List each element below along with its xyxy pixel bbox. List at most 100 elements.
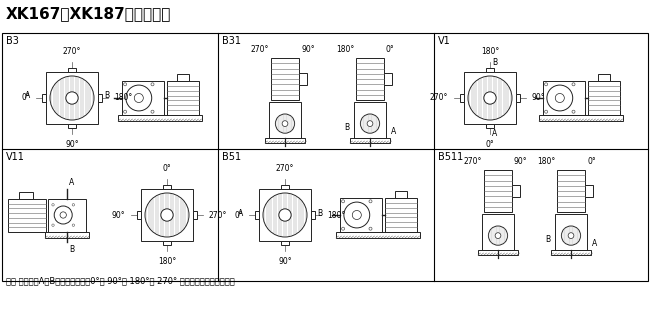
Circle shape	[52, 204, 54, 206]
Circle shape	[50, 76, 94, 120]
Circle shape	[276, 114, 294, 133]
Text: B511: B511	[438, 152, 463, 162]
Text: 270°: 270°	[276, 164, 294, 173]
Circle shape	[135, 94, 143, 103]
Text: 0°: 0°	[386, 45, 395, 54]
Text: 90°: 90°	[532, 94, 545, 103]
Text: 180°: 180°	[481, 47, 499, 56]
Text: 0°: 0°	[486, 140, 495, 149]
Text: 270°: 270°	[463, 157, 482, 166]
Text: B3: B3	[6, 36, 19, 46]
Bar	[340, 198, 382, 232]
Text: 0°: 0°	[587, 157, 596, 166]
Bar	[167, 81, 199, 115]
Bar	[543, 81, 585, 115]
Bar	[68, 124, 76, 128]
Text: 90°: 90°	[301, 45, 315, 54]
Text: 0°: 0°	[21, 94, 30, 103]
Bar	[557, 170, 585, 212]
Bar	[271, 58, 299, 100]
Circle shape	[468, 76, 512, 120]
Circle shape	[52, 224, 54, 226]
Circle shape	[60, 212, 66, 218]
Text: 270°: 270°	[430, 94, 448, 103]
Bar	[354, 102, 386, 138]
Bar	[486, 124, 494, 128]
Bar	[299, 73, 307, 85]
Text: 180°: 180°	[327, 211, 345, 220]
Text: 90°: 90°	[111, 211, 125, 220]
Bar	[464, 72, 516, 124]
Text: XK167、XK187安装方位：: XK167、XK187安装方位：	[6, 6, 172, 21]
Bar	[281, 185, 289, 189]
Bar	[281, 241, 289, 245]
Bar	[460, 94, 464, 102]
Circle shape	[282, 121, 288, 127]
Text: 270°: 270°	[251, 45, 269, 54]
Text: 270°: 270°	[209, 211, 228, 220]
Circle shape	[545, 83, 547, 86]
Bar	[395, 191, 407, 198]
Bar	[311, 211, 315, 219]
Circle shape	[124, 83, 127, 86]
Circle shape	[572, 83, 575, 86]
Bar	[350, 138, 390, 143]
Circle shape	[72, 204, 75, 206]
Text: A: A	[391, 127, 396, 136]
Bar	[588, 81, 620, 115]
Bar	[486, 68, 494, 72]
Circle shape	[342, 227, 345, 230]
Bar	[8, 199, 46, 232]
Circle shape	[151, 83, 154, 86]
Text: B: B	[492, 58, 497, 67]
Text: A: A	[25, 91, 30, 100]
Text: 180°: 180°	[537, 157, 555, 166]
Bar	[259, 189, 311, 241]
Circle shape	[568, 233, 574, 239]
Circle shape	[488, 226, 508, 245]
Bar	[482, 214, 514, 250]
Bar	[2, 33, 648, 281]
Circle shape	[279, 209, 291, 221]
Circle shape	[547, 85, 573, 111]
Text: B: B	[317, 208, 322, 217]
Circle shape	[367, 121, 373, 127]
Circle shape	[344, 202, 370, 228]
Circle shape	[126, 85, 151, 111]
Bar	[141, 189, 193, 241]
Circle shape	[145, 193, 189, 237]
Text: 注： 安装方位A、B表示输出方向：0°、 90°、 180°、 270° 表示电机接线盒的位置。: 注： 安装方位A、B表示输出方向：0°、 90°、 180°、 270° 表示电…	[6, 276, 235, 285]
Circle shape	[545, 110, 547, 113]
Bar	[356, 58, 384, 100]
Bar	[98, 94, 102, 102]
Bar	[539, 115, 623, 121]
Circle shape	[72, 224, 75, 226]
Circle shape	[352, 211, 361, 220]
Bar	[46, 72, 98, 124]
Text: 180°: 180°	[158, 257, 176, 266]
Text: 180°: 180°	[336, 45, 354, 54]
Bar	[163, 241, 171, 245]
Bar	[177, 73, 189, 81]
Bar	[484, 170, 512, 212]
Text: V1: V1	[438, 36, 450, 46]
Text: B: B	[344, 123, 349, 132]
Text: 90°: 90°	[278, 257, 292, 266]
Bar	[19, 193, 33, 199]
Text: 180°: 180°	[114, 94, 132, 103]
Circle shape	[263, 193, 307, 237]
Circle shape	[66, 92, 78, 104]
Circle shape	[151, 110, 154, 113]
Bar	[478, 250, 518, 255]
Text: A: A	[238, 208, 243, 217]
Bar	[255, 211, 259, 219]
Bar	[118, 115, 202, 121]
Text: B: B	[104, 91, 109, 100]
Text: B51: B51	[222, 152, 241, 162]
Circle shape	[562, 226, 580, 245]
Text: V11: V11	[6, 152, 25, 162]
Text: 0°: 0°	[234, 211, 243, 220]
Circle shape	[555, 94, 564, 103]
Bar	[512, 185, 520, 197]
Text: 0°: 0°	[162, 164, 172, 173]
